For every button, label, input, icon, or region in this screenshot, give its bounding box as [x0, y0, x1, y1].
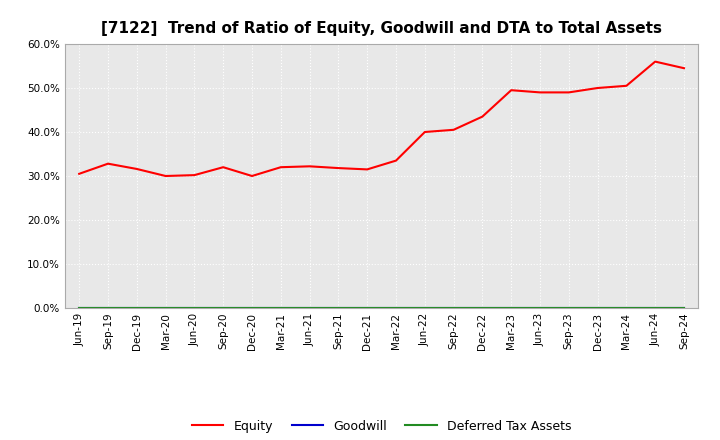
Equity [536, 90, 544, 95]
Line: Equity: Equity [79, 62, 684, 176]
Goodwill [219, 305, 228, 311]
Goodwill [161, 305, 170, 311]
Equity [564, 90, 573, 95]
Goodwill [536, 305, 544, 311]
Deferred Tax Assets [161, 305, 170, 311]
Equity [219, 165, 228, 170]
Goodwill [276, 305, 285, 311]
Goodwill [104, 305, 112, 311]
Goodwill [593, 305, 602, 311]
Deferred Tax Assets [75, 305, 84, 311]
Goodwill [75, 305, 84, 311]
Deferred Tax Assets [276, 305, 285, 311]
Equity [507, 88, 516, 93]
Equity [593, 85, 602, 91]
Equity [132, 166, 141, 172]
Equity [190, 172, 199, 178]
Goodwill [334, 305, 343, 311]
Deferred Tax Assets [305, 305, 314, 311]
Goodwill [449, 305, 458, 311]
Goodwill [622, 305, 631, 311]
Goodwill [507, 305, 516, 311]
Deferred Tax Assets [507, 305, 516, 311]
Equity [420, 129, 429, 135]
Title: [7122]  Trend of Ratio of Equity, Goodwill and DTA to Total Assets: [7122] Trend of Ratio of Equity, Goodwil… [101, 21, 662, 36]
Equity [449, 127, 458, 132]
Deferred Tax Assets [622, 305, 631, 311]
Deferred Tax Assets [392, 305, 400, 311]
Equity [334, 165, 343, 171]
Goodwill [392, 305, 400, 311]
Deferred Tax Assets [478, 305, 487, 311]
Deferred Tax Assets [449, 305, 458, 311]
Deferred Tax Assets [248, 305, 256, 311]
Deferred Tax Assets [564, 305, 573, 311]
Equity [363, 167, 372, 172]
Deferred Tax Assets [536, 305, 544, 311]
Goodwill [190, 305, 199, 311]
Goodwill [680, 305, 688, 311]
Deferred Tax Assets [420, 305, 429, 311]
Goodwill [248, 305, 256, 311]
Goodwill [363, 305, 372, 311]
Equity [276, 165, 285, 170]
Equity [478, 114, 487, 119]
Deferred Tax Assets [334, 305, 343, 311]
Goodwill [132, 305, 141, 311]
Equity [680, 66, 688, 71]
Deferred Tax Assets [651, 305, 660, 311]
Equity [392, 158, 400, 163]
Equity [161, 173, 170, 179]
Goodwill [478, 305, 487, 311]
Deferred Tax Assets [680, 305, 688, 311]
Equity [651, 59, 660, 64]
Deferred Tax Assets [593, 305, 602, 311]
Goodwill [564, 305, 573, 311]
Goodwill [420, 305, 429, 311]
Deferred Tax Assets [219, 305, 228, 311]
Legend: Equity, Goodwill, Deferred Tax Assets: Equity, Goodwill, Deferred Tax Assets [187, 414, 576, 437]
Goodwill [651, 305, 660, 311]
Deferred Tax Assets [363, 305, 372, 311]
Equity [248, 173, 256, 179]
Deferred Tax Assets [190, 305, 199, 311]
Equity [104, 161, 112, 166]
Equity [75, 171, 84, 176]
Deferred Tax Assets [104, 305, 112, 311]
Deferred Tax Assets [132, 305, 141, 311]
Goodwill [305, 305, 314, 311]
Equity [622, 83, 631, 88]
Equity [305, 164, 314, 169]
